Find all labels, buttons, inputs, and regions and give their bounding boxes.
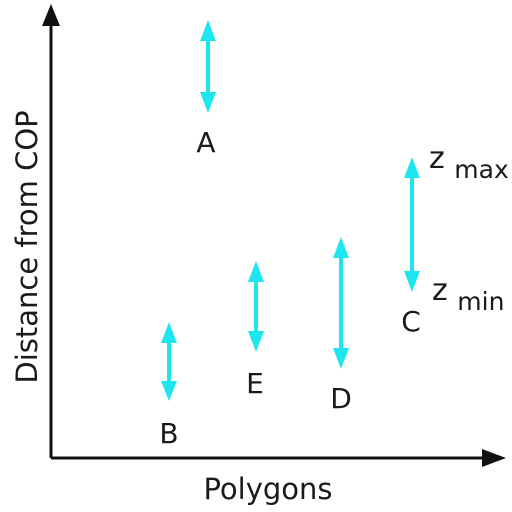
x-axis-label: Polygons (203, 472, 332, 506)
polygon-c-label: C (401, 305, 421, 338)
y-axis-arrowhead (42, 4, 60, 26)
polygon-a-range (200, 20, 216, 113)
polygon-a-label: A (196, 126, 215, 159)
polygon-b-range (161, 322, 177, 401)
z-max-base: z (429, 141, 445, 176)
z-max-subscript: max (454, 155, 508, 184)
polygon-d-range (333, 237, 349, 369)
polygon-e-label: E (246, 367, 264, 400)
x-axis-arrowhead (482, 449, 506, 467)
polygon-b-label: B (159, 417, 178, 450)
z-min-label: z min (432, 273, 504, 316)
z-max-label: z max (429, 141, 509, 184)
y-axis-label: Distance from COP (10, 110, 44, 383)
polygon-c-range (404, 157, 420, 292)
polygon-d-label: D (330, 382, 352, 415)
z-min-base: z (432, 273, 448, 308)
z-min-subscript: min (457, 287, 504, 316)
polygon-e-range (248, 261, 264, 352)
